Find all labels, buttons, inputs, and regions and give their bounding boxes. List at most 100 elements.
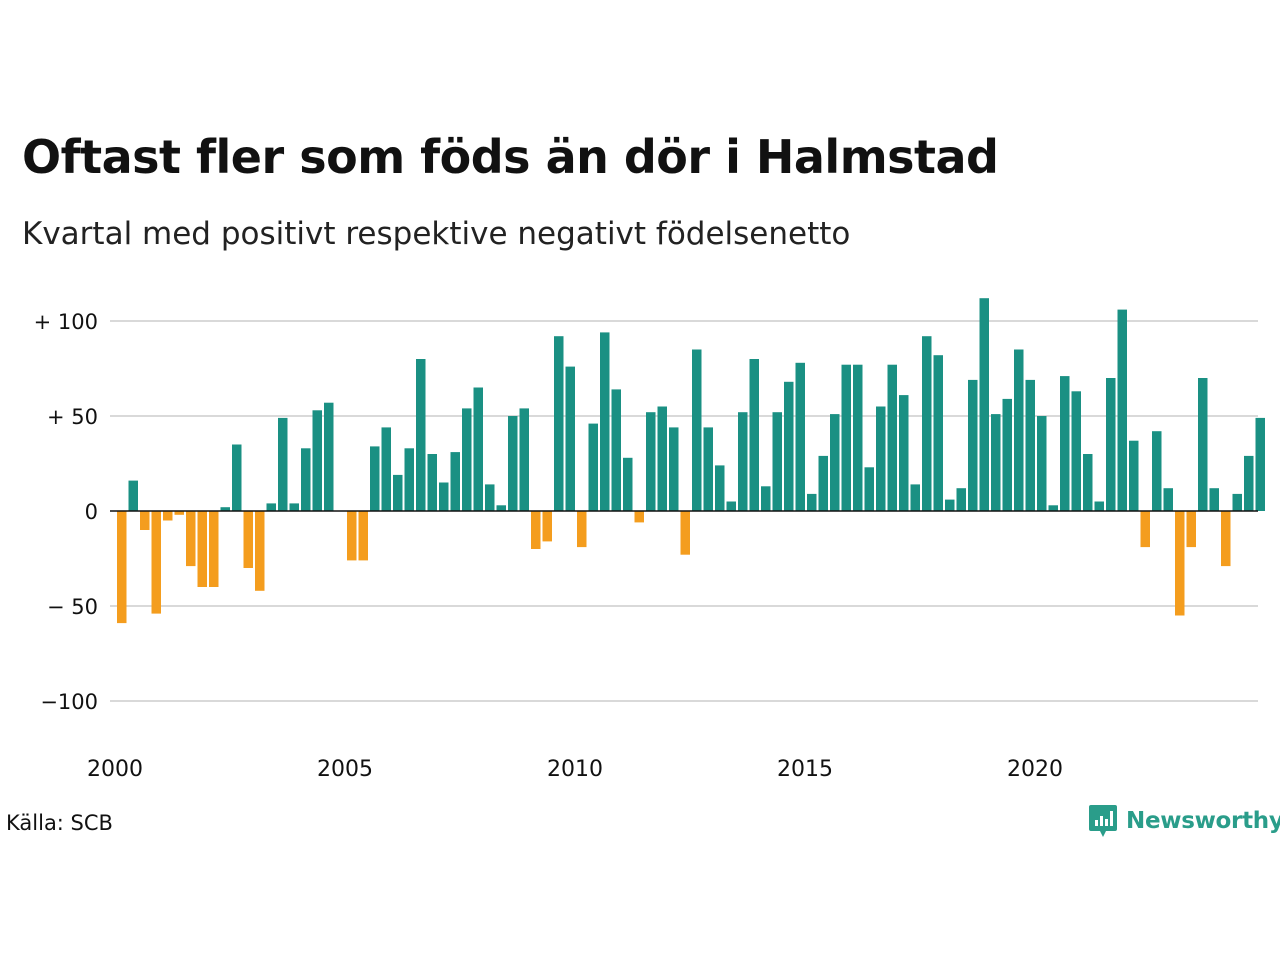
bar [956, 488, 966, 511]
bar [887, 364, 897, 511]
bar [358, 511, 368, 561]
bar [404, 448, 414, 511]
bar [1221, 511, 1231, 567]
bar [370, 446, 380, 511]
bar [853, 364, 863, 511]
bar [1025, 379, 1035, 511]
y-axis-ticks: + 100 + 50 0 − 50 −100 [34, 310, 98, 714]
bar [347, 511, 357, 561]
bar [450, 452, 460, 511]
bar [1175, 511, 1185, 616]
bar [979, 298, 989, 511]
bar [174, 511, 184, 515]
bar [715, 465, 725, 511]
bar [864, 467, 874, 511]
bar [128, 480, 138, 511]
bar [726, 501, 736, 511]
bar [1071, 391, 1081, 511]
bar [1163, 488, 1173, 511]
bar [393, 474, 403, 511]
bar [542, 511, 552, 542]
x-tick-label: 2005 [317, 757, 373, 782]
bar [554, 336, 564, 511]
bar [600, 332, 610, 511]
bar [922, 336, 932, 511]
bar [1198, 378, 1208, 511]
bar [485, 484, 495, 511]
bars [117, 298, 1265, 624]
bar [1186, 511, 1196, 548]
bar [611, 389, 621, 511]
bar [623, 457, 633, 511]
bar [761, 486, 771, 511]
bar [232, 444, 242, 511]
bar [209, 511, 219, 587]
x-axis-ticks: 2000 2005 2010 2015 2020 [87, 757, 1063, 782]
y-tick-label: −100 [40, 690, 98, 714]
y-tick-label: + 100 [34, 310, 98, 334]
bar [278, 417, 288, 511]
bar [140, 511, 150, 530]
bar [243, 511, 253, 568]
bar [1083, 454, 1093, 511]
bar [1232, 493, 1242, 511]
bar [163, 511, 173, 521]
chart-subtitle: Kvartal med positivt respektive negativt… [22, 216, 851, 252]
bar-chart: + 100 + 50 0 − 50 −100 2000 2005 2010 2015 2020 [34, 298, 1265, 782]
bar [738, 412, 748, 511]
bar [117, 511, 127, 624]
bar [1048, 505, 1058, 511]
bar [324, 402, 334, 511]
bar [1106, 378, 1116, 511]
bar [289, 503, 299, 511]
bar [1152, 431, 1162, 511]
newsworthy-logo-icon [1089, 805, 1117, 837]
bar [991, 414, 1001, 511]
bar [669, 427, 679, 511]
bar [692, 349, 702, 511]
bar [220, 507, 230, 511]
bar [795, 362, 805, 511]
bar [830, 414, 840, 511]
bar [899, 395, 909, 511]
bar [1094, 501, 1104, 511]
bar [1140, 511, 1150, 548]
bar [657, 406, 667, 511]
bar [577, 511, 587, 548]
bar [1209, 488, 1219, 511]
bar [807, 493, 817, 511]
bar [1244, 455, 1254, 511]
brand-name: Newsworthy [1126, 808, 1280, 834]
bar [1255, 417, 1265, 511]
x-tick-label: 2015 [777, 757, 833, 782]
bar [519, 408, 529, 511]
bar [945, 499, 955, 511]
bar [197, 511, 207, 587]
bar [1002, 398, 1012, 511]
bar [301, 448, 311, 511]
bar [772, 412, 782, 511]
y-tick-label: + 50 [47, 405, 98, 429]
bar [427, 454, 437, 511]
brand-logo[interactable]: Newsworthy [1088, 803, 1280, 839]
bar [496, 505, 506, 511]
bar [186, 511, 196, 567]
bar [531, 511, 541, 549]
chart-title: Oftast fler som föds än dör i Halmstad [22, 130, 999, 184]
bar [646, 412, 656, 511]
bar [1037, 416, 1047, 511]
bar [876, 406, 886, 511]
bar [1117, 309, 1127, 511]
x-tick-label: 2000 [87, 757, 143, 782]
bar [910, 484, 920, 511]
bar [381, 427, 391, 511]
source-note: Källa: SCB [6, 811, 113, 835]
bar [749, 359, 759, 511]
bar [841, 364, 851, 511]
y-tick-label: 0 [85, 500, 98, 524]
bar [508, 416, 518, 511]
bar [968, 379, 978, 511]
bar [933, 355, 943, 511]
bar [1129, 440, 1139, 511]
bar [634, 511, 644, 523]
